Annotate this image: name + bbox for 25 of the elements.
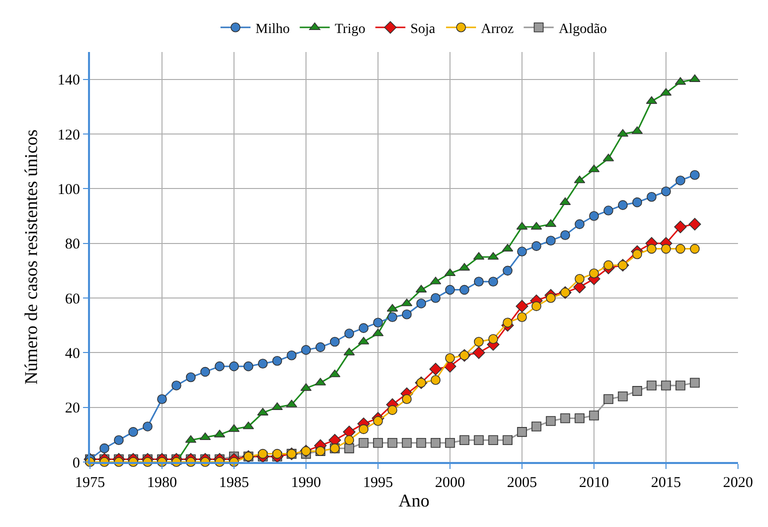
x-tick-label: 2020 (723, 475, 753, 491)
legend-label: Soja (410, 22, 436, 37)
y-tick-label: 80 (65, 236, 80, 253)
y-axis-title: Número de casos resistentes únicos (21, 130, 42, 384)
legend-label: Milho (256, 22, 290, 37)
y-tick-label: 20 (65, 400, 80, 417)
x-tick-label: 2010 (579, 475, 609, 491)
x-tick-label: 2000 (435, 475, 465, 491)
x-tick-label: 1990 (291, 475, 321, 491)
y-tick-label: 40 (65, 346, 80, 362)
y-tick-label: 140 (58, 72, 80, 89)
x-tick-label: 1985 (219, 475, 249, 491)
legend-label: Algodão (558, 22, 607, 37)
y-tick-label: 0 (72, 455, 80, 472)
x-axis-title: Ano (398, 490, 430, 511)
y-tick-label: 60 (65, 291, 80, 308)
legend-label: Trigo (334, 22, 366, 37)
legend-label: Arroz (481, 22, 514, 37)
y-tick-label: 120 (58, 127, 80, 144)
x-tick-label: 2015 (651, 475, 681, 491)
x-tick-label: 1995 (363, 475, 393, 491)
x-tick-label: 2005 (507, 475, 537, 491)
x-tick-label: 1980 (147, 475, 177, 491)
y-tick-label: 100 (58, 182, 80, 198)
x-tick-label: 1975 (75, 475, 105, 491)
